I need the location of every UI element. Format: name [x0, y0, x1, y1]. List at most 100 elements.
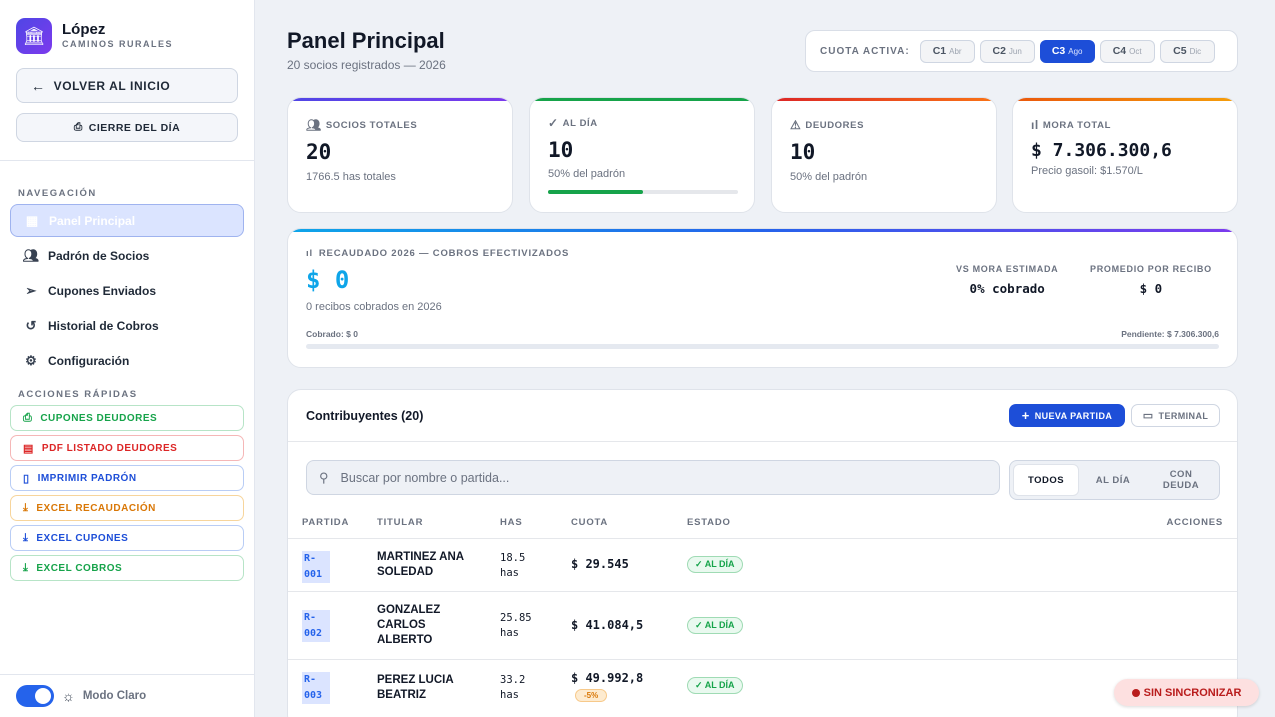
- history-icon: ↺: [25, 317, 37, 333]
- warning-icon: ⚠: [790, 118, 802, 132]
- nav-section-label: NAVEGACIÓN: [18, 188, 97, 199]
- printer-icon: ⎙: [73, 121, 83, 133]
- cuota-c3-button[interactable]: C3 Ago: [1039, 39, 1095, 63]
- arrow-left-icon: ←: [31, 77, 46, 94]
- sun-icon: ☼: [62, 688, 75, 704]
- close-day-label: CIERRE DEL DÍA: [88, 121, 181, 134]
- table-row[interactable]: R-001 MARTINEZ ANA SOLEDAD 18.5 has $ 29…: [288, 538, 1237, 591]
- cobrado-label: Cobrado: $ 0: [306, 329, 358, 339]
- cuota-c2-button[interactable]: C2 Jun: [979, 39, 1035, 63]
- table-row[interactable]: R-003 PEREZ LUCIA BEATRIZ 33.2 has $ 49.…: [288, 659, 1237, 717]
- stat-value: 10: [790, 140, 816, 164]
- stat-mora-card: ıl MORA TOTAL $ 7.306.300,6 Precio gasoil…: [1012, 97, 1238, 213]
- pdf-deudores-button[interactable]: ▤ PDF LISTADO DEUDORES: [10, 435, 244, 461]
- sidebar-item-panel-principal[interactable]: ▦ Panel Principal: [10, 204, 244, 237]
- filter-con-deuda[interactable]: CON DEUDA: [1162, 469, 1200, 491]
- brand: 🏛 López CAMINOS RURALES: [16, 18, 173, 54]
- terminal-button[interactable]: ▭ TERMINAL: [1131, 404, 1220, 427]
- stat-socios-card: 👥︎ SOCIOS TOTALES 20 1766.5 has totales: [287, 97, 513, 213]
- sidebar: 🏛 López CAMINOS RURALES ← VOLVER AL INIC…: [0, 0, 255, 717]
- titular-cell: MARTINEZ ANA SOLEDAD: [377, 551, 464, 578]
- col-titular: TITULAR: [377, 517, 424, 528]
- recaudado-value: $ 0: [306, 266, 350, 294]
- sidebar-item-historial[interactable]: ↺ Historial de Cobros: [10, 309, 244, 342]
- cuota-selector: CUOTA ACTIVA: C1 Abr C2 Jun C3 Ago C4 Oct C5…: [805, 30, 1238, 72]
- cuota-cell: $ 49.992,8 -5%: [571, 671, 644, 702]
- quick-label: IMPRIMIR PADRÓN: [37, 472, 137, 484]
- cuota-cell: $ 29.545: [571, 557, 629, 571]
- cupones-deudores-button[interactable]: ⎙ CUPONES DEUDORES: [10, 405, 244, 431]
- excel-recaudacion-button[interactable]: ⤓ EXCEL RECAUDACIÓN: [10, 495, 244, 521]
- page-title: Panel Principal: [287, 28, 445, 53]
- back-home-button[interactable]: ← VOLVER AL INICIO: [16, 68, 238, 103]
- plus-icon: +: [1021, 408, 1030, 423]
- table-title: Contribuyentes (20): [306, 409, 424, 423]
- recaudado-sub: 0 recibos cobrados en 2026: [306, 301, 442, 313]
- titular-cell: PEREZ LUCIA BEATRIZ: [377, 674, 454, 701]
- cuota-cell: $ 41.084,5: [571, 618, 644, 632]
- filter-todos[interactable]: TODOS: [1013, 464, 1079, 496]
- sidebar-item-label: Cupones Enviados: [48, 283, 157, 298]
- quick-label: CUPONES DEUDORES: [40, 412, 158, 424]
- contribuyentes-card: Contribuyentes (20) + NUEVA PARTIDA ▭ TE…: [287, 389, 1238, 717]
- stat-value: $ 7.306.300,6: [1031, 140, 1172, 161]
- al-dia-progress: [548, 190, 738, 194]
- excel-cupones-button[interactable]: ⤓ EXCEL CUPONES: [10, 525, 244, 551]
- stat-label: SOCIOS TOTALES: [325, 119, 418, 131]
- sidebar-item-label: Historial de Cobros: [48, 318, 159, 333]
- titular-cell: GONZALEZ CARLOS ALBERTO: [377, 604, 441, 646]
- search-input[interactable]: [340, 470, 941, 485]
- sidebar-item-label: Panel Principal: [49, 213, 136, 228]
- theme-toggle[interactable]: [16, 685, 54, 707]
- stat-value: 10: [548, 138, 574, 162]
- gear-icon: ⚙: [25, 352, 37, 368]
- download-icon: ⤓: [23, 501, 29, 514]
- status-badge: ✓ AL DÍA: [687, 677, 743, 694]
- sidebar-item-label: Padrón de Socios: [48, 248, 150, 263]
- printer-icon: ⎙: [23, 411, 33, 424]
- col-cuota: CUOTA: [571, 517, 609, 528]
- col-estado: ESTADO: [687, 517, 731, 528]
- cuota-label: CUOTA ACTIVA:: [820, 45, 910, 57]
- grid-icon: ▦: [25, 212, 39, 228]
- users-icon: 👥︎: [306, 118, 322, 132]
- stat-value: 20: [306, 140, 332, 164]
- excel-cobros-button[interactable]: ⤓ EXCEL COBROS: [10, 555, 244, 581]
- imprimir-padron-button[interactable]: ▯ IMPRIMIR PADRÓN: [10, 465, 244, 491]
- col-partida: PARTIDA: [302, 517, 350, 528]
- stat-label: AL DÍA: [562, 117, 598, 129]
- close-day-button[interactable]: ⎙ CIERRE DEL DÍA: [16, 113, 238, 142]
- cuota-c4-button[interactable]: C4 Oct: [1099, 39, 1155, 63]
- brand-name: López: [62, 21, 106, 38]
- quick-label: EXCEL COBROS: [36, 562, 123, 574]
- has-cell: 25.85 has: [500, 612, 532, 639]
- quick-section-label: ACCIONES RÁPIDAS: [18, 389, 138, 400]
- cuota-c5-button[interactable]: C5 Dic: [1159, 39, 1215, 63]
- sidebar-item-configuracion[interactable]: ⚙ Configuración: [10, 344, 244, 377]
- cuota-c1-button[interactable]: C1 Abr: [919, 39, 975, 63]
- status-badge: ✓ AL DÍA: [687, 556, 743, 573]
- page-subtitle: 20 socios registrados — 2026: [287, 58, 446, 72]
- stat-sub: 50% del padrón: [790, 171, 868, 183]
- quick-label: EXCEL RECAUDACIÓN: [36, 502, 156, 514]
- quick-label: PDF LISTADO DEUDORES: [41, 442, 178, 454]
- nueva-partida-button[interactable]: + NUEVA PARTIDA: [1009, 404, 1125, 427]
- sidebar-item-label: Configuración: [48, 353, 130, 368]
- partida-cell: R-003: [302, 672, 330, 704]
- dot-icon: [1131, 688, 1140, 697]
- filter-al-dia[interactable]: AL DÍA: [1095, 474, 1131, 486]
- table-row[interactable]: R-002 GONZALEZ CARLOS ALBERTO 25.85 has …: [288, 591, 1237, 659]
- file-icon: ▯: [23, 472, 30, 485]
- vs-mora-kpi: VS MORA ESTIMADA 0% cobrado: [956, 264, 1059, 296]
- pendiente-label: Pendiente: $ 7.306.300,6: [1121, 329, 1219, 339]
- brand-subtitle: CAMINOS RURALES: [62, 39, 174, 49]
- col-has: HAS: [500, 517, 523, 528]
- sidebar-item-cupones[interactable]: ➢ Cupones Enviados: [10, 274, 244, 307]
- stat-label: MORA TOTAL: [1042, 119, 1111, 131]
- stat-al-dia-card: ✓ AL DÍA 10 50% del padrón: [529, 97, 755, 213]
- promedio-kpi: PROMEDIO POR RECIBO $ 0: [1090, 264, 1212, 296]
- sync-status-button[interactable]: SIN SINCRONIZAR: [1114, 679, 1259, 706]
- has-cell: 18.5 has: [500, 552, 526, 579]
- filter-group: TODOS AL DÍA CON DEUDA: [1009, 460, 1220, 500]
- sidebar-item-padron[interactable]: 👥︎ Padrón de Socios: [10, 239, 244, 272]
